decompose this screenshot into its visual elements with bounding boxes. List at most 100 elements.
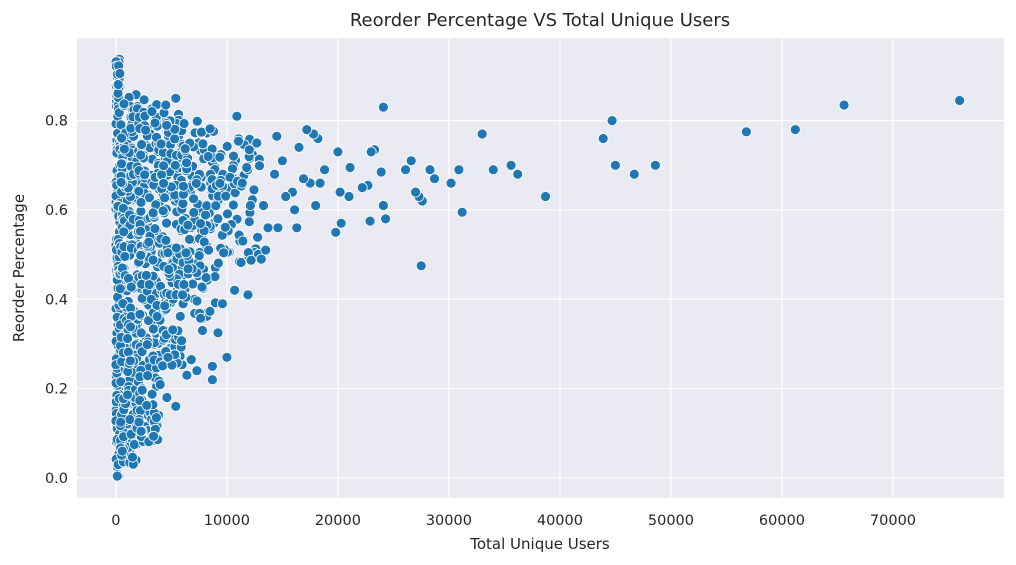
data-point	[235, 257, 247, 268]
data-point	[310, 200, 322, 211]
data-point	[139, 169, 151, 181]
data-point	[202, 151, 214, 162]
data-point	[314, 177, 326, 189]
data-point	[135, 196, 147, 208]
data-point	[163, 264, 175, 275]
data-point	[157, 205, 169, 217]
data-points	[110, 53, 965, 482]
data-point	[445, 177, 457, 189]
data-point	[191, 365, 203, 377]
data-point	[243, 144, 255, 156]
data-point	[161, 217, 172, 229]
data-point	[218, 247, 230, 259]
data-point	[170, 92, 182, 104]
data-point	[148, 430, 160, 442]
data-point	[135, 327, 147, 339]
data-point	[149, 117, 161, 129]
data-point	[122, 346, 134, 358]
data-point	[115, 119, 127, 131]
data-point	[181, 369, 193, 381]
data-point	[158, 177, 170, 189]
data-point	[272, 222, 284, 234]
data-point	[135, 425, 147, 437]
data-point	[159, 300, 171, 312]
data-point	[400, 164, 412, 176]
data-point	[356, 182, 368, 194]
data-point	[122, 333, 133, 344]
data-point	[251, 137, 263, 149]
data-point	[162, 351, 174, 363]
data-point	[181, 157, 192, 169]
data-point	[161, 119, 173, 131]
data-point	[212, 327, 224, 339]
data-point	[143, 279, 155, 291]
data-point	[487, 164, 499, 176]
data-point	[177, 198, 189, 209]
data-point	[156, 169, 168, 181]
data-point	[512, 168, 524, 180]
data-point	[160, 99, 172, 111]
data-point	[293, 141, 305, 153]
data-point	[188, 193, 200, 205]
data-point	[262, 222, 274, 234]
y-tick-label: 0.2	[45, 382, 68, 398]
x-tick-label: 70000	[870, 513, 916, 529]
data-point	[191, 115, 203, 127]
data-point	[147, 323, 159, 335]
data-point	[124, 414, 136, 425]
data-point	[243, 216, 255, 228]
data-point	[149, 223, 161, 235]
data-point	[210, 200, 222, 212]
data-point	[195, 312, 207, 324]
data-point	[233, 135, 244, 147]
data-point	[147, 207, 159, 219]
data-point	[954, 95, 965, 106]
data-point	[136, 384, 148, 396]
data-point	[789, 124, 801, 136]
data-point	[269, 168, 281, 180]
data-point	[178, 118, 190, 129]
data-point	[415, 260, 427, 272]
data-point	[456, 206, 468, 218]
data-point	[115, 176, 127, 188]
data-point	[188, 207, 200, 218]
data-point	[135, 149, 147, 161]
x-tick-label: 50000	[648, 513, 694, 529]
data-point	[169, 159, 181, 171]
data-point	[206, 374, 218, 386]
data-point	[116, 445, 128, 457]
data-point	[146, 106, 158, 117]
data-point	[380, 213, 392, 225]
data-point	[429, 173, 440, 185]
data-point	[271, 130, 283, 142]
data-point	[140, 124, 152, 136]
data-point	[375, 166, 387, 178]
data-point	[170, 242, 182, 254]
data-point	[179, 143, 191, 155]
data-point	[335, 217, 347, 229]
data-point	[160, 234, 172, 246]
data-point	[319, 164, 331, 176]
y-tick-label: 0.4	[45, 292, 68, 308]
data-point	[206, 360, 218, 372]
data-point	[143, 236, 155, 248]
data-point	[167, 324, 179, 336]
data-point	[177, 180, 189, 192]
x-tick-label: 10000	[204, 513, 250, 529]
data-point	[197, 325, 208, 336]
data-point	[276, 155, 288, 167]
plot-area	[77, 38, 1004, 498]
data-point	[200, 272, 212, 284]
data-point	[112, 79, 124, 90]
data-point	[505, 159, 517, 171]
data-point	[151, 311, 163, 322]
data-point	[184, 233, 195, 245]
data-point	[143, 192, 155, 204]
data-point	[127, 451, 138, 463]
x-tick-label: 0	[111, 513, 120, 529]
data-point	[229, 284, 241, 296]
data-point	[125, 321, 137, 333]
data-point	[161, 392, 173, 403]
x-tick-label: 30000	[426, 513, 472, 529]
y-tick-label: 0.8	[45, 114, 68, 130]
